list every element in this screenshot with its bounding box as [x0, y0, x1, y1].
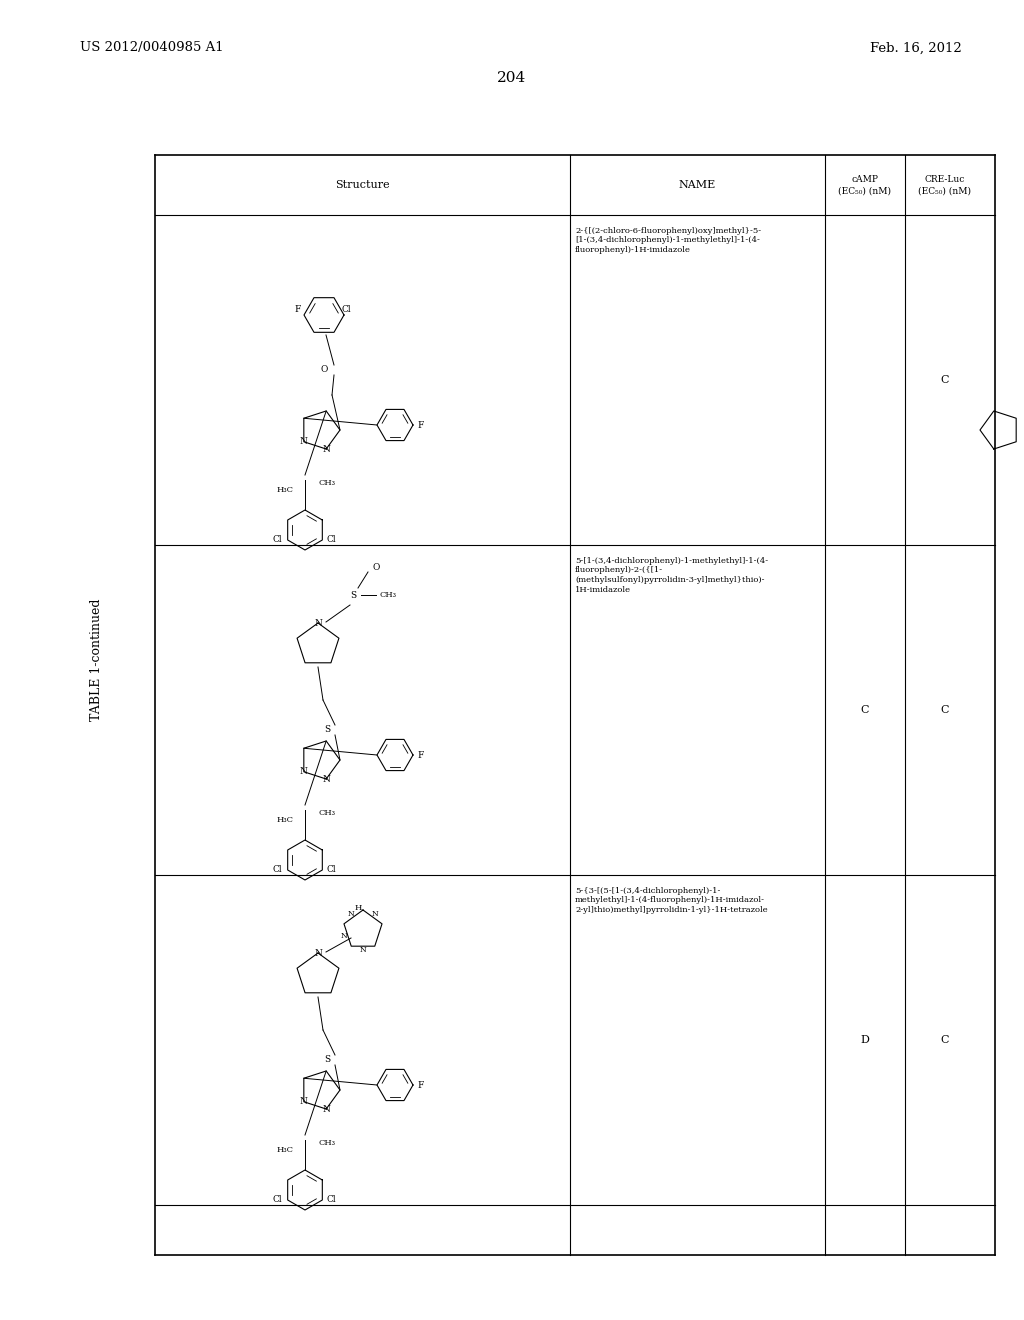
- Text: N: N: [300, 1097, 308, 1106]
- Text: Cl: Cl: [341, 305, 351, 314]
- Text: fluorophenyl)-1H-imidazole: fluorophenyl)-1H-imidazole: [575, 246, 691, 253]
- Text: C: C: [941, 705, 949, 715]
- Text: C: C: [941, 1035, 949, 1045]
- Text: [1-(3,4-dichlorophenyl)-1-methylethyl]-1-(4-: [1-(3,4-dichlorophenyl)-1-methylethyl]-1…: [575, 236, 760, 244]
- Text: 2-yl]thio)methyl]pyrrolidin-1-yl}-1H-tetrazole: 2-yl]thio)methyl]pyrrolidin-1-yl}-1H-tet…: [575, 906, 768, 913]
- Text: F: F: [418, 1081, 424, 1089]
- Text: 204: 204: [498, 71, 526, 84]
- Text: N: N: [300, 437, 308, 446]
- Text: 1H-imidazole: 1H-imidazole: [575, 586, 631, 594]
- Text: N: N: [323, 775, 330, 784]
- Text: CRE-Luc
(EC₅₀) (nM): CRE-Luc (EC₅₀) (nM): [919, 176, 972, 195]
- Text: H₃C: H₃C: [276, 816, 294, 824]
- Text: N: N: [300, 767, 308, 776]
- Text: Cl: Cl: [327, 866, 336, 874]
- Text: TABLE 1-continued: TABLE 1-continued: [90, 599, 103, 721]
- Text: N: N: [314, 949, 322, 957]
- Text: Cl: Cl: [272, 536, 282, 544]
- Text: S: S: [350, 590, 356, 599]
- Text: Cl: Cl: [272, 866, 282, 874]
- Text: 5-[1-(3,4-dichlorophenyl)-1-methylethyl]-1-(4-: 5-[1-(3,4-dichlorophenyl)-1-methylethyl]…: [575, 557, 768, 565]
- Text: (methylsulfonyl)pyrrolidin-3-yl]methyl}thio)-: (methylsulfonyl)pyrrolidin-3-yl]methyl}t…: [575, 576, 765, 583]
- Text: CH₃: CH₃: [380, 591, 396, 599]
- Text: C: C: [941, 375, 949, 385]
- Text: H: H: [354, 904, 361, 912]
- Text: F: F: [295, 305, 301, 314]
- Text: Cl: Cl: [327, 536, 336, 544]
- Text: US 2012/0040985 A1: US 2012/0040985 A1: [80, 41, 223, 54]
- Text: N: N: [348, 909, 354, 917]
- Text: H₃C: H₃C: [276, 1146, 294, 1154]
- Text: 2-{[(2-chloro-6-fluorophenyl)oxy]methyl}-5-: 2-{[(2-chloro-6-fluorophenyl)oxy]methyl}…: [575, 227, 761, 235]
- Text: NAME: NAME: [679, 180, 716, 190]
- Text: S: S: [324, 1056, 330, 1064]
- Text: methylethyl]-1-(4-fluorophenyl)-1H-imidazol-: methylethyl]-1-(4-fluorophenyl)-1H-imida…: [575, 896, 765, 904]
- Text: N: N: [341, 932, 347, 940]
- Text: S: S: [324, 726, 330, 734]
- Text: fluorophenyl)-2-({[1-: fluorophenyl)-2-({[1-: [575, 566, 664, 574]
- Text: CH₃: CH₃: [318, 1139, 336, 1147]
- Text: F: F: [418, 421, 424, 429]
- Text: CH₃: CH₃: [318, 479, 336, 487]
- Text: N: N: [323, 445, 330, 454]
- Text: Feb. 16, 2012: Feb. 16, 2012: [870, 41, 962, 54]
- Text: Cl: Cl: [272, 1196, 282, 1204]
- Text: O: O: [373, 564, 380, 573]
- Text: N: N: [372, 909, 378, 917]
- Text: Structure: Structure: [335, 180, 390, 190]
- Text: F: F: [418, 751, 424, 759]
- Text: H₃C: H₃C: [276, 486, 294, 494]
- Text: D: D: [860, 1035, 869, 1045]
- Text: O: O: [321, 366, 328, 375]
- Text: C: C: [861, 705, 869, 715]
- Text: N: N: [323, 1105, 330, 1114]
- Text: cAMP
(EC₅₀) (nM): cAMP (EC₅₀) (nM): [839, 176, 892, 195]
- Text: N: N: [314, 619, 322, 627]
- Text: 5-{3-[(5-[1-(3,4-dichlorophenyl)-1-: 5-{3-[(5-[1-(3,4-dichlorophenyl)-1-: [575, 887, 720, 895]
- Text: N: N: [359, 946, 367, 954]
- Text: Cl: Cl: [327, 1196, 336, 1204]
- Text: CH₃: CH₃: [318, 809, 336, 817]
